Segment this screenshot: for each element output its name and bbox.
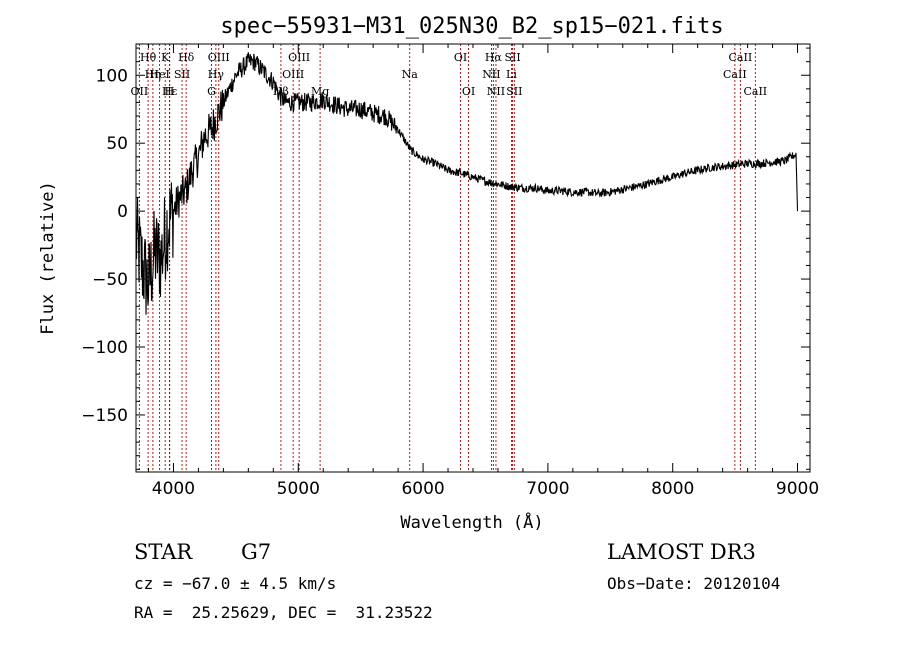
spectral-line-label: OI [454, 51, 467, 64]
spectral-line-label: HeI [149, 68, 169, 81]
redshift-value: cz = −67.0 ± 4.5 km/s [134, 574, 337, 593]
spectral-line-label: H [165, 85, 175, 98]
spectral-line-label: Hα [485, 51, 503, 64]
y-tick-label: 100 [96, 66, 128, 86]
object-class: STAR [134, 540, 193, 564]
x-tick-label: 4000 [152, 479, 195, 499]
spectral-line-label: SII [174, 68, 190, 81]
spectral-line-label: OIII [288, 51, 310, 64]
axis-ticks: 4000 5000 6000 7000 8000 9000 −150 −100 −50 0 50 10… [81, 44, 819, 499]
spectral-line-label: Hγ [208, 68, 225, 81]
spectral-line-label: Hθ [140, 51, 157, 64]
spectral-line-label: CaII [723, 68, 747, 81]
y-tick-label: 50 [106, 134, 128, 154]
y-tick-label: −150 [81, 406, 128, 426]
y-axis-label: Flux (relative) [38, 181, 58, 335]
spectral-line-label: Hδ [178, 51, 195, 64]
spectral-line-label: NII [482, 68, 500, 81]
spectral-line-label: Hε [162, 85, 178, 98]
spectral-line-label: K [161, 51, 170, 64]
spectral-line-label: G [207, 85, 216, 98]
survey-name: LAMOST DR3 [607, 540, 756, 564]
plot-frame [135, 43, 811, 473]
spectral-line-label: Hη [145, 68, 161, 81]
x-tick-label: 7000 [526, 479, 569, 499]
spectrum-line [136, 52, 799, 315]
spectral-line-label: Na [402, 68, 419, 81]
spectral-line-label: NII [487, 85, 505, 98]
spectral-line-label: OI [462, 85, 475, 98]
spectral-line-markers [138, 44, 756, 472]
spectral-line-label: OIII [208, 51, 230, 64]
y-tick-label: 0 [117, 202, 128, 222]
observation-date: Obs−Date: 20120104 [607, 574, 781, 593]
spectral-line-label: OII [131, 85, 149, 98]
spectral-line-label: CaII [743, 85, 767, 98]
spectral-line-label: CaII [729, 51, 753, 64]
sky-coordinates: RA = 25.25629, DEC = 31.23522 [134, 603, 433, 622]
spectral-line-label: SII [506, 85, 522, 98]
x-tick-label: 8000 [651, 479, 694, 499]
object-subclass: G7 [241, 540, 272, 564]
y-tick-label: −100 [81, 338, 128, 358]
chart-title: spec−55931−M31_025N30_B2_sp15−021.fits [220, 14, 723, 39]
spectral-line-label: Mg [311, 85, 329, 98]
spectral-line-label: Li [506, 68, 517, 81]
x-tick-label: 5000 [277, 479, 320, 499]
y-tick-label: −50 [92, 270, 128, 290]
spectral-line-label: OIII [282, 68, 304, 81]
x-tick-label: 6000 [401, 479, 444, 499]
x-tick-label: 9000 [776, 479, 819, 499]
spectral-line-label: SII [504, 51, 520, 64]
x-axis-label: Wavelength (Å) [400, 511, 543, 533]
